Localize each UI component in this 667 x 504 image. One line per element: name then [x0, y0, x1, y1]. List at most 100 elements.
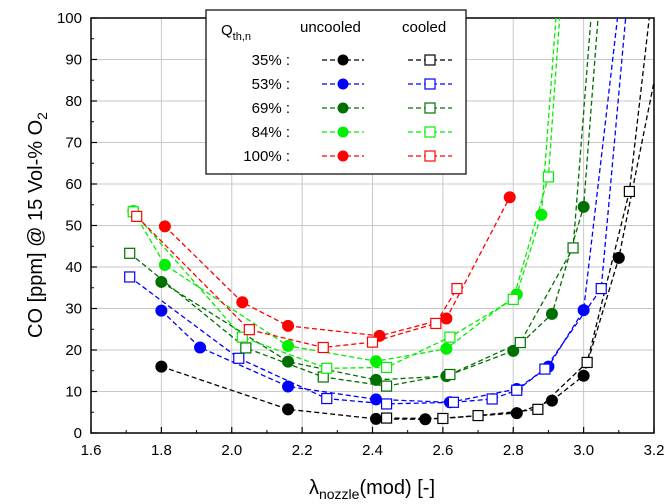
data-point-100-cooled — [317, 341, 329, 354]
data-point-69-cooled — [380, 380, 393, 392]
legend-marker-uncooled — [337, 54, 349, 66]
data-point-53-cooled — [486, 393, 498, 405]
y-tick-label: 10 — [65, 384, 82, 401]
x-tick-label: 2.4 — [362, 442, 383, 459]
data-point-69-uncooled — [545, 307, 558, 320]
data-point-53-cooled — [595, 282, 607, 295]
data-point-53-cooled — [124, 271, 136, 283]
x-tick-label: 3.2 — [644, 442, 665, 459]
legend-header-cooled: cooled — [402, 19, 446, 36]
data-point-35-uncooled — [155, 360, 168, 373]
series-markers — [124, 171, 635, 426]
data-point-35-cooled — [380, 412, 393, 424]
data-point-84-cooled — [542, 171, 555, 183]
legend-row-label: 84% : — [252, 124, 290, 141]
data-point-69-cooled — [444, 368, 456, 381]
data-point-35-cooled — [472, 409, 484, 422]
axis-ticks — [90, 17, 655, 434]
y-tick-label: 20 — [65, 342, 82, 359]
data-point-84-uncooled — [158, 258, 171, 271]
series-line-100-cooled — [136, 215, 458, 349]
data-point-100-uncooled — [236, 296, 249, 309]
data-point-69-cooled — [240, 342, 252, 354]
y-tick-label: 70 — [65, 135, 82, 152]
data-point-35-uncooled — [510, 407, 523, 420]
data-point-35-uncooled — [612, 251, 625, 264]
legend-marker-uncooled — [337, 102, 349, 114]
data-point-84-uncooled — [282, 339, 295, 352]
data-point-53-cooled — [447, 396, 460, 408]
y-tick-label: 60 — [65, 176, 82, 193]
data-point-100-uncooled — [158, 220, 171, 233]
data-point-35-cooled — [437, 412, 449, 425]
series-line-69-cooled — [129, 18, 592, 387]
x-tick-label: 2.0 — [221, 442, 242, 459]
data-point-69-uncooled — [577, 200, 590, 213]
y-tick-label: 30 — [65, 301, 82, 318]
series-line-69-uncooled — [161, 18, 599, 381]
x-tick-label: 2.2 — [292, 442, 313, 459]
legend-row-label: 100% : — [243, 148, 290, 165]
data-point-100-uncooled — [440, 312, 453, 325]
y-tick-label: 80 — [65, 93, 82, 110]
x-tick-label: 2.6 — [432, 442, 453, 459]
y-tick-label: 50 — [65, 218, 82, 235]
legend-header-uncooled: uncooled — [300, 19, 361, 36]
x-axis-title: λnozzle(mod) [-] — [309, 477, 435, 502]
legend-marker-uncooled — [337, 126, 349, 138]
data-point-84-cooled — [380, 361, 393, 374]
data-point-53-uncooled — [282, 380, 295, 393]
legend-marker-cooled — [424, 150, 436, 162]
data-point-84-cooled — [507, 293, 519, 305]
data-point-53-cooled — [321, 392, 333, 405]
data-point-53-uncooled — [577, 304, 590, 317]
legend-marker-cooled — [424, 102, 436, 114]
legend: Qth,n uncooled cooled 35% : 53% : 69% : 84%… — [205, 9, 467, 175]
data-point-69-uncooled — [155, 275, 168, 288]
x-tick-label: 3.0 — [573, 442, 594, 459]
legend-header-label: Qth,n — [221, 22, 251, 43]
x-tick-label: 2.8 — [503, 442, 524, 459]
data-point-69-cooled — [567, 242, 579, 254]
data-point-35-uncooled — [282, 403, 295, 416]
data-point-35-cooled — [581, 356, 593, 369]
data-point-53-cooled — [511, 384, 523, 396]
x-tick-label: 1.6 — [81, 442, 102, 459]
data-point-84-cooled — [444, 331, 456, 343]
series-line-53-cooled — [129, 18, 627, 405]
y-tick-label: 0 — [74, 425, 82, 442]
data-point-53-cooled — [380, 398, 393, 410]
y-tick-label: 90 — [65, 52, 82, 69]
data-point-84-cooled — [321, 362, 333, 374]
data-point-100-cooled — [131, 210, 143, 222]
data-point-69-uncooled — [282, 355, 295, 368]
series-line-100-uncooled — [164, 196, 511, 337]
data-point-69-uncooled — [370, 373, 383, 386]
legend-marker-cooled — [424, 126, 436, 138]
y-tick-label: 100 — [57, 10, 82, 27]
data-point-35-uncooled — [370, 412, 383, 425]
legend-row-label: 35% : — [252, 52, 290, 69]
data-point-100-cooled — [243, 324, 255, 336]
legend-row-label: 69% : — [252, 100, 290, 117]
data-point-100-cooled — [366, 336, 379, 348]
data-point-53-cooled — [539, 363, 551, 375]
legend-box — [205, 9, 467, 175]
legend-marker-uncooled — [337, 78, 349, 90]
data-point-35-cooled — [532, 403, 544, 415]
y-tick-label: 40 — [65, 259, 82, 276]
legend-marker-cooled — [424, 78, 436, 90]
data-point-35-cooled — [623, 185, 635, 198]
series-line-84-uncooled — [132, 18, 557, 362]
y-axis-title: CO [ppm] @ 15 Vol-% O2 — [25, 112, 50, 338]
data-point-53-uncooled — [370, 393, 383, 406]
legend-marker-cooled — [424, 54, 436, 66]
legend-row-label: 53% : — [252, 76, 290, 93]
x-tick-label: 1.8 — [151, 442, 172, 459]
data-point-100-uncooled — [503, 191, 516, 204]
data-point-100-cooled — [430, 317, 442, 330]
data-point-84-cooled — [236, 331, 248, 343]
data-point-53-uncooled — [155, 304, 168, 317]
data-point-35-uncooled — [419, 413, 432, 426]
